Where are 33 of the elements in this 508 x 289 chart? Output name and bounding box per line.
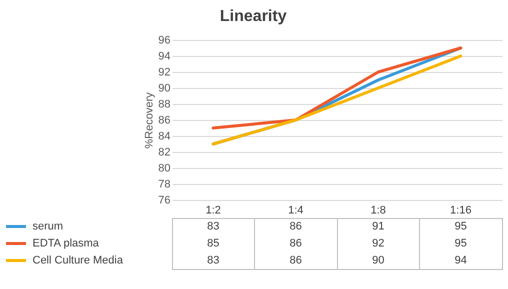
data-label: 83 <box>207 220 220 232</box>
line-series <box>212 46 462 130</box>
data-label: 95 <box>454 220 467 232</box>
data-label: 91 <box>372 220 384 232</box>
data-label: 86 <box>290 220 302 232</box>
data-label: 86 <box>290 254 302 266</box>
legend-label: EDTA plasma <box>32 238 100 250</box>
y-axis-title: %Recovery <box>143 92 156 149</box>
data-label: 92 <box>372 238 384 250</box>
data-label: 94 <box>454 254 467 266</box>
y-tick-label: 96 <box>158 34 170 46</box>
data-label: 86 <box>290 238 302 250</box>
x-tick-label: 1:2 <box>206 204 221 216</box>
data-label: 83 <box>207 254 220 266</box>
data-label: 85 <box>207 238 220 250</box>
y-tick-label: 78 <box>158 178 170 190</box>
y-tick-label: 76 <box>158 194 170 206</box>
y-tick-label: 90 <box>158 82 170 94</box>
legend-label: Cell Culture Media <box>32 254 124 266</box>
y-tick-label: 84 <box>158 130 170 142</box>
x-tick-label: 1:16 <box>450 204 472 216</box>
y-tick-label: 88 <box>158 98 170 110</box>
y-tick-label: 80 <box>158 162 170 174</box>
x-tick-label: 1:4 <box>288 204 304 216</box>
data-label: 90 <box>372 254 384 266</box>
y-tick-label: 94 <box>158 50 170 62</box>
data-label: 95 <box>454 238 467 250</box>
y-tick-label: 92 <box>158 66 170 78</box>
y-tick-label: 86 <box>158 114 170 126</box>
legend-label: serum <box>32 220 64 232</box>
x-tick-label: 1:8 <box>370 204 386 216</box>
chart-title: Linearity <box>220 8 287 25</box>
y-tick-label: 82 <box>158 146 170 158</box>
